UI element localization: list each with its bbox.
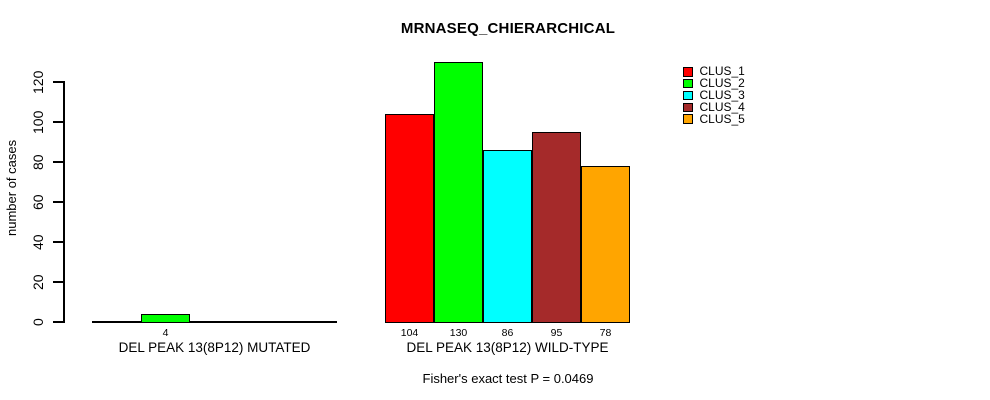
legend-color-swatch [683,78,693,89]
y-axis-tick [53,321,64,323]
y-axis-tick-label: 0 [30,318,46,326]
bar [141,314,190,323]
bar-value-label: 78 [599,327,612,339]
legend-label: CLUS_1 [699,64,745,79]
y-axis-tick [53,281,64,283]
chart-title: MRNASEQ_CHIERARCHICAL [400,20,616,37]
y-axis-tick [53,121,64,123]
y-axis-tick [53,241,64,243]
y-axis-tick-label: 40 [30,234,46,250]
bar [434,62,483,323]
legend-color-swatch [683,67,693,77]
legend-color-swatch [683,90,693,101]
bar-value-label: 104 [400,327,419,339]
y-axis-label: number of cases [4,139,19,237]
legend-item: CLUS_3 [683,87,745,102]
fisher-test-annotation: Fisher's exact test P = 0.0469 [422,371,594,386]
bar-value-label: 86 [501,327,514,339]
legend-color-swatch [683,102,693,113]
legend-item: CLUS_5 [683,113,745,125]
bar-value-label: 130 [449,327,468,339]
legend-label: CLUS_5 [699,111,745,126]
legend-item: CLUS_4 [683,101,745,113]
legend-item: CLUS_1 [683,64,745,79]
legend-label: CLUS_3 [699,87,745,102]
y-axis-tick-label: 60 [30,194,46,210]
y-axis-tick [53,201,64,203]
bar [532,132,581,323]
x-group-label: DEL PEAK 13(8P12) WILD-TYPE [406,340,609,355]
legend-item: CLUS_2 [683,76,745,91]
y-axis-tick [53,161,64,163]
y-axis-tick-label: 80 [30,154,46,170]
y-axis-tick-label: 120 [30,70,46,94]
bar [483,150,532,323]
x-group-label: DEL PEAK 13(8P12) MUTATED [118,340,311,355]
legend-label: CLUS_4 [699,99,745,114]
legend: CLUS_1 CLUS_2 CLUS_3 CLUS_4 CLUS_5 [683,64,745,125]
y-axis-line [63,81,65,323]
y-axis-tick [53,81,64,83]
legend-label: CLUS_2 [699,76,745,91]
y-axis-tick-label: 100 [30,110,46,134]
bar-value-label: 4 [162,327,169,339]
bar [385,114,434,323]
y-axis-tick-label: 20 [30,274,46,290]
bar-value-label: 95 [550,327,563,339]
legend-color-swatch [683,114,693,124]
group-baseline [92,321,337,323]
bar [581,166,630,323]
